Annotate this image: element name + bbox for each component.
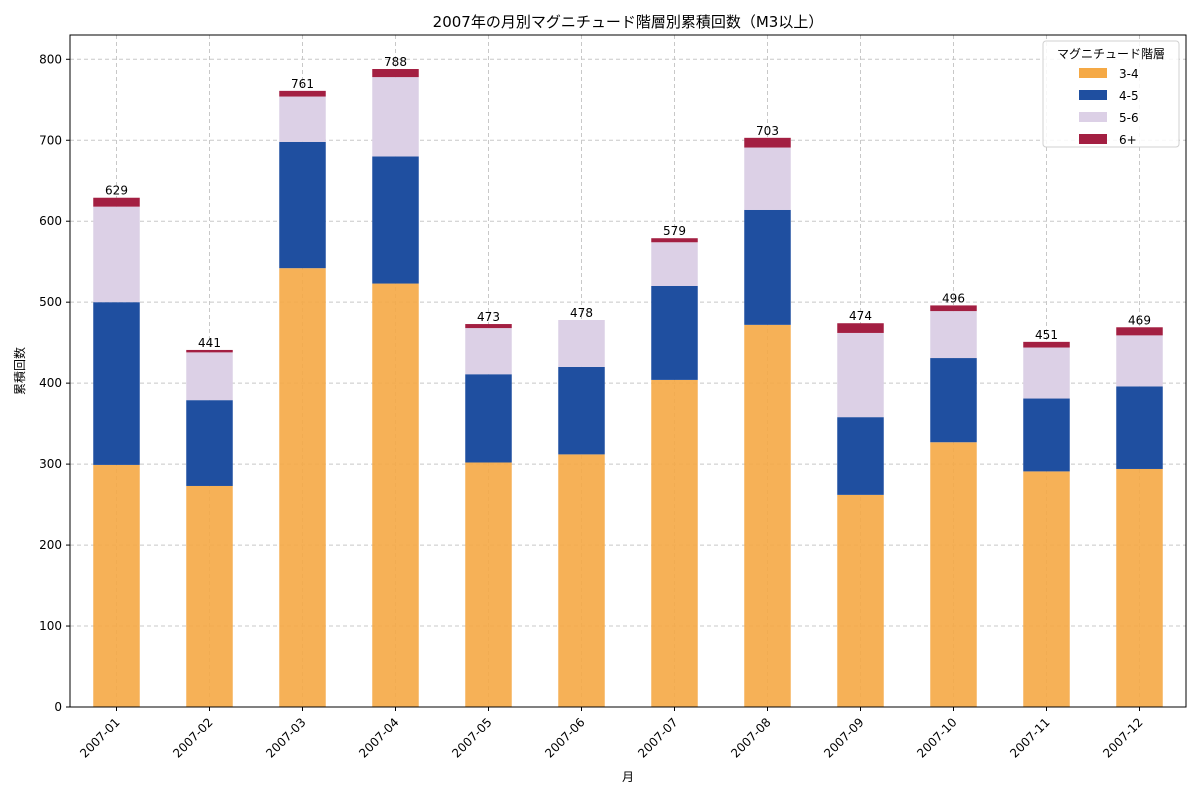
y-tick-label: 400	[39, 376, 62, 390]
bar-segment-4-5	[372, 156, 419, 284]
total-label: 473	[477, 310, 500, 324]
x-tick-label: 2007-11	[1007, 715, 1052, 760]
y-axis-label: 累積回数	[12, 347, 27, 395]
x-tick-label: 2007-08	[728, 715, 773, 760]
bar-segment-5-6	[186, 352, 233, 401]
y-tick-label: 0	[54, 700, 62, 714]
bar-segment-3-4	[930, 442, 977, 707]
total-label: 703	[756, 124, 779, 138]
bar-segment-3-4	[1116, 468, 1163, 707]
bar-segment-3-4	[372, 283, 419, 707]
bar-segment-6+	[93, 197, 140, 207]
legend-swatch	[1079, 90, 1107, 100]
y-tick-label: 500	[39, 295, 62, 309]
total-label: 629	[105, 184, 128, 198]
legend-label: 4-5	[1119, 89, 1139, 103]
bar-segment-5-6	[93, 206, 140, 303]
x-tick-label: 2007-04	[356, 715, 401, 760]
plot-frame	[69, 34, 1187, 708]
y-tick-label: 300	[39, 457, 62, 471]
x-axis-label: 月	[622, 770, 634, 784]
bar-segment-3-4	[558, 454, 605, 707]
bar-segment-4-5	[279, 141, 326, 269]
legend-label: 6+	[1119, 133, 1137, 147]
total-label: 469	[1128, 313, 1151, 327]
bar-segment-4-5	[651, 285, 698, 380]
bar-segment-3-4	[93, 464, 140, 707]
bar-segment-3-4	[279, 268, 326, 707]
legend-swatch	[1079, 112, 1107, 122]
bar-segment-4-5	[837, 417, 884, 495]
bar-segment-6+	[465, 324, 512, 329]
chart-title: 2007年の月別マグニチュード階層別累積回数（M3以上）	[433, 13, 824, 31]
x-tick-label: 2007-02	[170, 715, 215, 760]
total-label: 788	[384, 55, 407, 69]
legend-label: 5-6	[1119, 111, 1139, 125]
total-label: 579	[663, 224, 686, 238]
bar-segment-3-4	[837, 494, 884, 707]
bar-segment-6+	[1116, 327, 1163, 336]
bar-segment-5-6	[744, 147, 791, 210]
bar-segment-5-6	[279, 96, 326, 142]
y-tick-label: 800	[39, 52, 62, 66]
total-labels: 629 441 761 788 473 478 579 703 474 496 451 469	[105, 55, 1151, 350]
bar-segment-5-6	[837, 332, 884, 418]
bar-segment-6+	[1023, 341, 1070, 348]
total-label: 451	[1035, 328, 1058, 342]
x-tick-label: 2007-05	[449, 715, 494, 760]
bar-segment-6+	[744, 137, 791, 148]
legend-box	[1042, 40, 1180, 148]
grid	[70, 35, 1186, 708]
legend-swatch	[1079, 68, 1107, 78]
bar-segment-5-6	[651, 242, 698, 286]
bar-segment-6+	[651, 238, 698, 243]
bar-segment-5-6	[465, 328, 512, 375]
bar-segment-4-5	[93, 302, 140, 465]
y-tick-label: 700	[39, 133, 62, 147]
total-label: 474	[849, 309, 872, 323]
total-label: 496	[942, 291, 965, 305]
bar-segment-5-6	[1116, 335, 1163, 387]
bar-segment-3-4	[465, 462, 512, 707]
bar-segment-5-6	[1023, 347, 1070, 399]
legend: マグニチュード階層 3-4 4-5 5-6 6+	[1042, 40, 1180, 148]
bar-segment-3-4	[744, 324, 791, 707]
bar-segment-6+	[930, 305, 977, 312]
y-tick-label: 600	[39, 214, 62, 228]
bar-segment-6+	[837, 323, 884, 333]
bar-segment-6+	[372, 69, 419, 78]
bar-segment-6+	[279, 90, 326, 97]
bar-segment-4-5	[465, 374, 512, 463]
bar-segment-6+	[186, 349, 233, 353]
bar-segment-4-5	[930, 358, 977, 443]
bar-segment-4-5	[1116, 386, 1163, 469]
bar-segment-3-4	[1023, 471, 1070, 707]
bar-segment-3-4	[186, 485, 233, 707]
legend-label: 3-4	[1119, 67, 1139, 81]
bar-segment-4-5	[744, 209, 791, 325]
bar-segment-4-5	[558, 366, 605, 455]
bar-segment-5-6	[372, 77, 419, 157]
x-tick-label: 2007-10	[914, 715, 959, 760]
y-tick-label: 100	[39, 619, 62, 633]
x-tick-label: 2007-03	[263, 715, 308, 760]
total-label: 761	[291, 77, 314, 91]
x-tick-label: 2007-12	[1100, 715, 1145, 760]
x-tick-label: 2007-09	[821, 715, 866, 760]
total-label: 478	[570, 306, 593, 320]
bar-segment-5-6	[930, 311, 977, 359]
x-tick-label: 2007-01	[77, 715, 122, 760]
legend-title: マグニチュード階層	[1057, 46, 1165, 61]
bar-segment-3-4	[651, 379, 698, 707]
bar-segment-4-5	[186, 400, 233, 486]
y-tick-label: 200	[39, 538, 62, 552]
bar-segment-5-6	[558, 319, 605, 367]
legend-swatch	[1079, 134, 1107, 144]
bars	[93, 69, 1163, 707]
bar-segment-4-5	[1023, 398, 1070, 472]
total-label: 441	[198, 336, 221, 350]
x-tick-label: 2007-07	[635, 715, 680, 760]
x-tick-label: 2007-06	[542, 715, 587, 760]
